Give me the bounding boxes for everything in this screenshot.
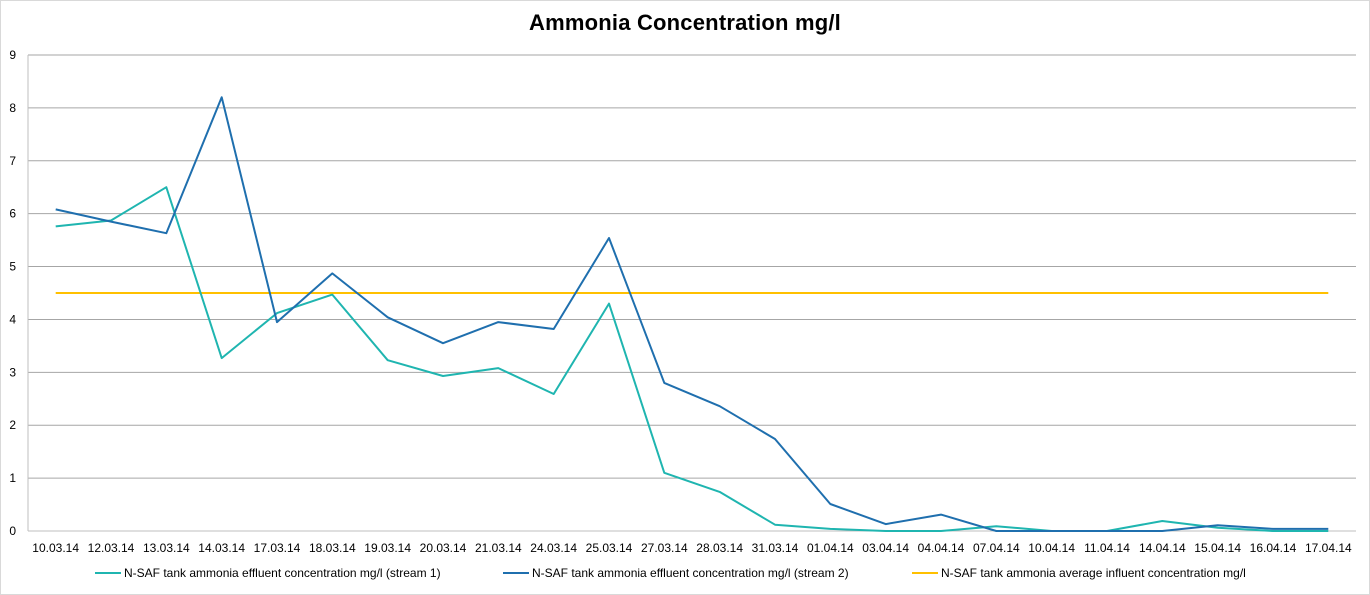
x-tick-label: 15.04.14 — [1194, 541, 1241, 555]
legend-swatch — [503, 572, 529, 574]
x-tick-label: 07.04.14 — [973, 541, 1020, 555]
x-tick-label: 16.04.14 — [1250, 541, 1297, 555]
legend-item-3: N-SAF tank ammonia average influent conc… — [912, 566, 1246, 580]
legend: N-SAF tank ammonia effluent concentratio… — [0, 566, 1370, 584]
y-tick-label: 9 — [9, 48, 16, 62]
y-tick-label: 1 — [9, 471, 16, 485]
series-lines — [55, 96, 1329, 532]
y-tick-label: 3 — [9, 365, 16, 379]
x-tick-label: 12.03.14 — [88, 541, 135, 555]
legend-item-1: N-SAF tank ammonia effluent concentratio… — [95, 566, 441, 580]
x-tick-label: 10.03.14 — [32, 541, 79, 555]
x-tick-label: 01.04.14 — [807, 541, 854, 555]
x-tick-label: 17.03.14 — [254, 541, 301, 555]
y-axis-ticks: 0 1 2 3 4 5 6 7 8 9 — [9, 48, 16, 538]
x-tick-label: 27.03.14 — [641, 541, 688, 555]
chart-title: Ammonia Concentration mg/l — [529, 10, 841, 35]
legend-label: N-SAF tank ammonia effluent concentratio… — [124, 566, 441, 580]
y-tick-label: 2 — [9, 418, 16, 432]
legend-swatch — [912, 572, 938, 574]
x-tick-label: 17.04.14 — [1305, 541, 1352, 555]
y-tick-label: 4 — [9, 312, 16, 326]
series-line-2 — [55, 96, 1329, 532]
x-tick-label: 28.03.14 — [696, 541, 743, 555]
series-line-1 — [55, 186, 1329, 532]
x-tick-label: 20.03.14 — [420, 541, 467, 555]
legend-swatch — [95, 572, 121, 574]
y-tick-label: 8 — [9, 101, 16, 115]
y-tick-label: 5 — [9, 260, 16, 274]
y-tick-label: 6 — [9, 207, 16, 221]
x-axis-ticks: 10.03.14 12.03.14 13.03.14 14.03.14 17.03.14… — [32, 541, 1352, 555]
x-tick-label: 31.03.14 — [752, 541, 799, 555]
x-tick-label: 14.03.14 — [198, 541, 245, 555]
x-tick-label: 14.04.14 — [1139, 541, 1186, 555]
x-tick-label: 04.04.14 — [918, 541, 965, 555]
legend-label: N-SAF tank ammonia average influent conc… — [941, 566, 1246, 580]
legend-label: N-SAF tank ammonia effluent concentratio… — [532, 566, 849, 580]
y-tick-label: 0 — [9, 524, 16, 538]
x-tick-label: 10.04.14 — [1028, 541, 1075, 555]
x-tick-label: 24.03.14 — [530, 541, 577, 555]
x-tick-label: 25.03.14 — [586, 541, 633, 555]
y-tick-label: 7 — [9, 154, 16, 168]
x-tick-label: 19.03.14 — [364, 541, 411, 555]
x-tick-label: 13.03.14 — [143, 541, 190, 555]
x-tick-label: 18.03.14 — [309, 541, 356, 555]
x-tick-label: 03.04.14 — [862, 541, 909, 555]
x-tick-label: 21.03.14 — [475, 541, 522, 555]
x-tick-label: 11.04.14 — [1084, 541, 1130, 555]
legend-item-2: N-SAF tank ammonia effluent concentratio… — [503, 566, 849, 580]
